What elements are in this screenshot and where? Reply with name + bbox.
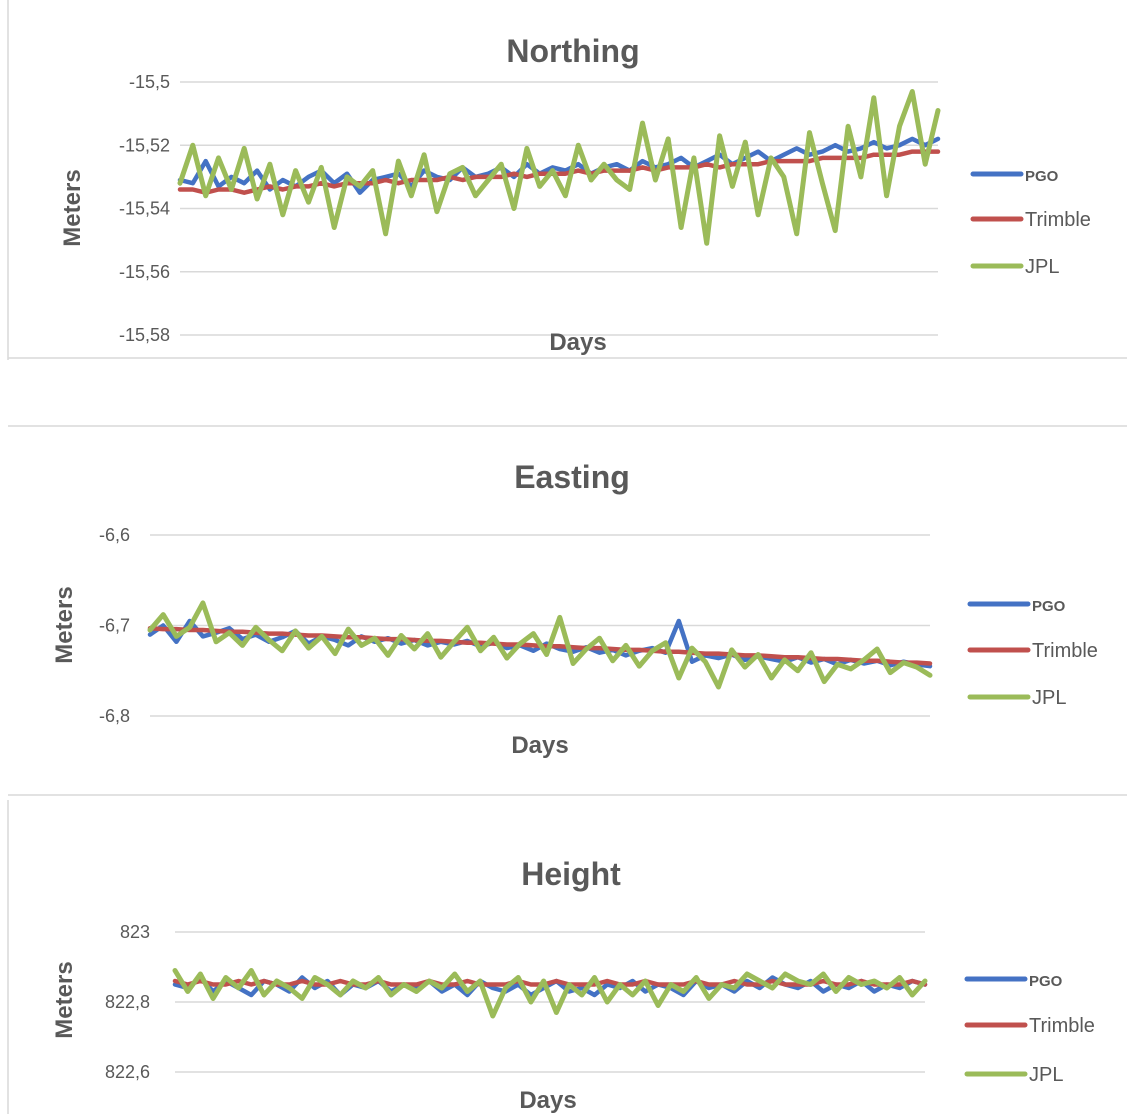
y-tick-label: -15,56 (119, 262, 170, 282)
legend-label-pgo: PGO (1025, 168, 1059, 185)
y-axis-label: Meters (59, 169, 86, 246)
y-tick-label: -6,8 (99, 706, 130, 726)
series-line-trimble (177, 149, 941, 195)
y-axis-label: Meters (51, 961, 78, 1038)
y-tick-label: -6,7 (99, 616, 130, 636)
y-tick-label: 822,6 (105, 1062, 150, 1082)
y-tick-label: -15,5 (129, 72, 170, 92)
x-axis-label: Days (511, 732, 568, 759)
legend-label-trimble: Trimble (1029, 1015, 1095, 1037)
y-tick-label: 823 (120, 922, 150, 942)
y-tick-label: -6,6 (99, 525, 130, 545)
series-line-trimble (172, 978, 928, 987)
y-tick-label: -15,58 (119, 325, 170, 345)
x-axis-label: Days (519, 1087, 576, 1114)
legend-label-trimble: Trimble (1025, 209, 1091, 231)
chart-title: Easting (514, 459, 630, 495)
legend-label-jpl: JPL (1025, 256, 1059, 278)
series-line-jpl (172, 968, 928, 1019)
x-axis-label: Days (549, 329, 606, 356)
y-axis-label: Meters (51, 586, 78, 663)
chart-title: Height (521, 856, 621, 892)
legend-label-trimble: Trimble (1032, 640, 1098, 662)
legend-label-jpl: JPL (1029, 1064, 1063, 1086)
legend-label-jpl: JPL (1032, 687, 1066, 709)
chart-title: Northing (506, 33, 639, 69)
series-line-pgo (177, 136, 941, 195)
legend-label-pgo: PGO (1029, 973, 1063, 990)
y-tick-label: -15,54 (119, 199, 170, 219)
series-line-jpl (147, 600, 933, 690)
series-line-jpl (177, 89, 941, 246)
y-tick-label: -15,52 (119, 135, 170, 155)
legend-label-pgo: PGO (1032, 598, 1066, 615)
y-tick-label: 822,8 (105, 992, 150, 1012)
